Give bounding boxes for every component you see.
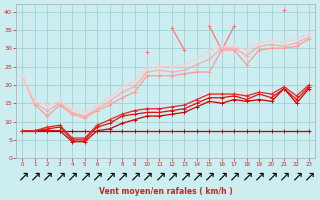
X-axis label: Vent moyen/en rafales ( km/h ): Vent moyen/en rafales ( km/h ) <box>99 187 233 196</box>
